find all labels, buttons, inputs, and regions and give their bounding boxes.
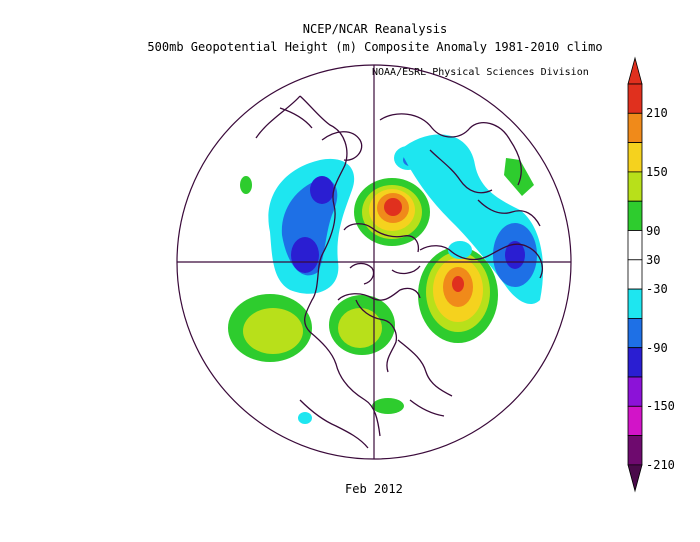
colorbar-bin	[627, 83, 643, 114]
colorbar-tick-label: 90	[646, 223, 661, 238]
colorbar-tick-label: 150	[646, 164, 668, 179]
positive-center-east-pacific	[228, 294, 312, 362]
chart-subtitle: 500mb Geopotential Height (m) Composite …	[147, 40, 603, 54]
period-label: Feb 2012	[345, 482, 403, 496]
colorbar-bin	[627, 435, 643, 466]
colorbar-tick-label: -210	[646, 457, 675, 472]
colorbar-bin	[627, 112, 643, 144]
colorbar-bin	[627, 405, 643, 436]
colorbar-tick-label: 210	[646, 106, 668, 121]
colorbar-bin	[627, 317, 643, 349]
colorbar-top-arrow	[627, 56, 643, 85]
colorbar-tick-label: -30	[646, 282, 668, 297]
colorbar-bin	[627, 142, 643, 173]
colorbar-bin	[627, 171, 643, 202]
chart-title: NCEP/NCAR Reanalysis	[302, 22, 448, 36]
positive-center-north-america	[329, 295, 395, 355]
colorbar-tick-label: 30	[646, 252, 661, 267]
colorbar	[627, 56, 643, 493]
negative-center-europe	[493, 223, 537, 287]
positive-center-arctic	[354, 178, 430, 246]
colorbar-tick-label: -90	[646, 340, 668, 355]
colorbar-bottom-arrow	[627, 464, 643, 493]
colorbar-tick-label: -150	[646, 399, 675, 414]
negative-center-north-canada	[268, 158, 355, 294]
anomaly-field	[228, 134, 544, 424]
graticule	[176, 64, 572, 460]
colorbar-bin	[627, 288, 643, 319]
colorbar-bin	[627, 347, 643, 378]
colorbar-bin	[627, 230, 643, 261]
credit-label: NOAA/ESRL Physical Sciences Division	[372, 67, 589, 78]
colorbar-bin	[627, 200, 643, 231]
colorbar-bin	[627, 259, 643, 290]
colorbar-bin	[627, 376, 643, 407]
coastlines	[255, 95, 543, 449]
positive-center-eastern-siberia	[418, 247, 498, 343]
